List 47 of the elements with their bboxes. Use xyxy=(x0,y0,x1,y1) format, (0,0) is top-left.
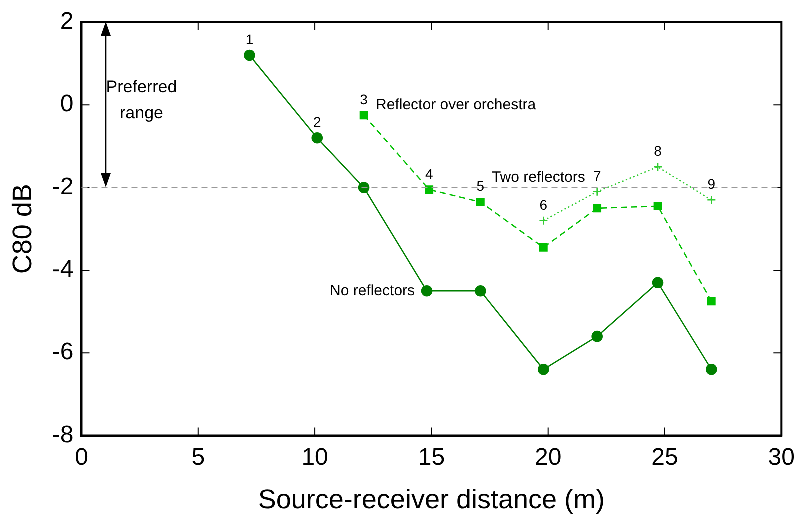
x-tick-label: 30 xyxy=(768,444,796,471)
point xyxy=(707,297,716,306)
point xyxy=(538,364,550,376)
point xyxy=(592,330,603,342)
annotation: Preferred range xyxy=(106,77,178,122)
x-axis-title: Source-receiver distance (m) xyxy=(258,484,606,514)
point xyxy=(593,204,602,213)
series-label: Two reflectors xyxy=(492,169,586,186)
annotation: 6 xyxy=(540,196,548,213)
point xyxy=(244,50,256,62)
y-axis-title: C80 dB xyxy=(8,184,38,274)
point xyxy=(421,285,433,297)
point xyxy=(653,162,663,172)
annotation: 5 xyxy=(476,178,485,194)
annotation: 7 xyxy=(593,168,602,184)
point xyxy=(476,198,485,206)
point xyxy=(592,187,602,197)
point xyxy=(539,244,548,252)
series-label: No reflectors xyxy=(330,282,416,300)
y-tick-label: -6 xyxy=(52,338,74,366)
point xyxy=(707,196,716,205)
x-tick-label: 15 xyxy=(418,444,446,471)
annotation: 3 xyxy=(360,91,368,108)
x-tick-label: 10 xyxy=(302,444,328,471)
y-tick-label: -8 xyxy=(52,421,74,448)
x-tick-label: 5 xyxy=(192,444,206,471)
point xyxy=(425,186,434,194)
series-label: Reflector over orchestra xyxy=(376,96,537,114)
point xyxy=(539,216,548,226)
point xyxy=(312,132,324,144)
point xyxy=(475,285,486,297)
annotation: 2 xyxy=(313,114,322,130)
annotation: 1 xyxy=(246,31,254,48)
point xyxy=(358,182,370,194)
point xyxy=(652,277,664,288)
y-tick-label: -2 xyxy=(52,173,74,200)
point xyxy=(360,111,368,120)
y-tick-label: 0 xyxy=(60,90,74,118)
y-tick-label: -4 xyxy=(52,256,74,284)
annotation: 8 xyxy=(654,143,662,160)
y-tick-label: 2 xyxy=(60,8,74,36)
point xyxy=(654,202,662,211)
point xyxy=(706,364,718,376)
x-tick-label: 25 xyxy=(652,444,678,471)
annotation: 4 xyxy=(425,166,434,182)
annotation: 9 xyxy=(708,176,716,192)
x-tick-label: 20 xyxy=(534,444,562,471)
